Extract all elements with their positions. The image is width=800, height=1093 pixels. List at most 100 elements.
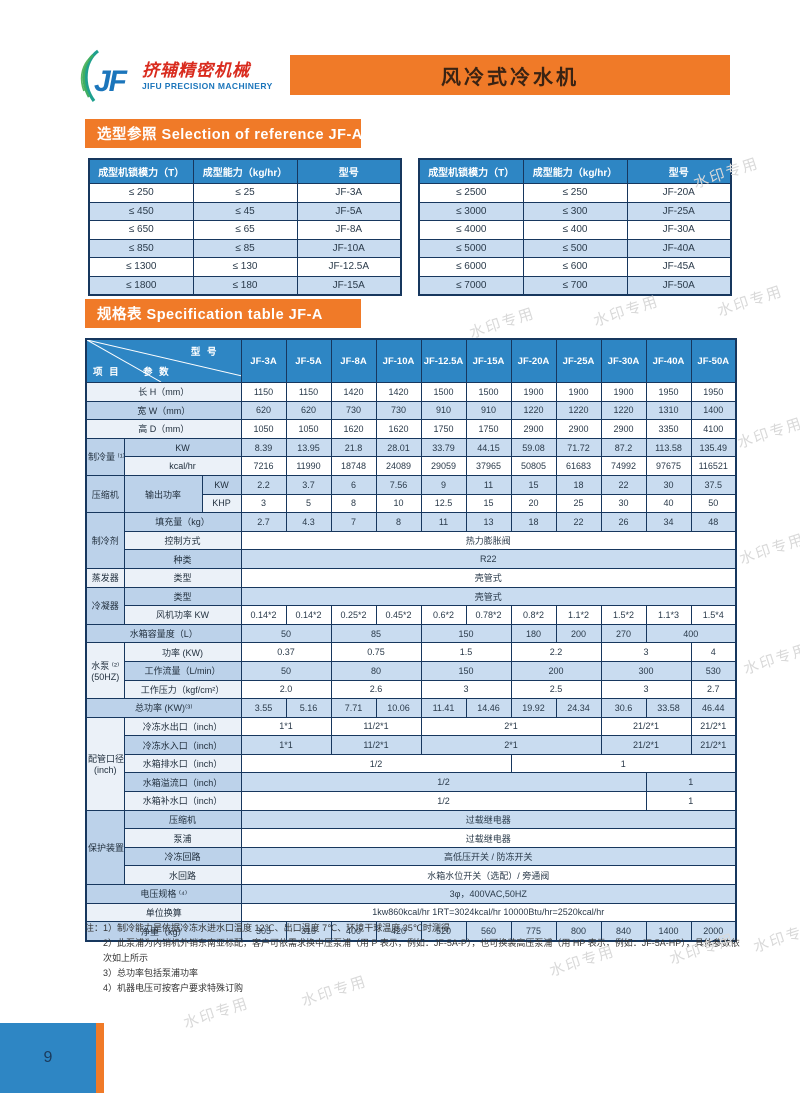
spec-cell: 1420: [330, 382, 377, 402]
spec-cell: 2*1: [420, 735, 602, 755]
spec-cell: 1.1*2: [555, 605, 602, 625]
selection-cell: JF-10A: [296, 238, 402, 258]
selection-cell: JF-12.5A: [296, 257, 402, 277]
spec-cell: 7.71: [330, 698, 377, 718]
selection-cell: JF-15A: [296, 275, 402, 296]
spec-cell: 1.5: [420, 642, 512, 662]
spec-cell: 800: [555, 921, 602, 942]
spec-cell: 1620: [330, 419, 377, 439]
footnote-prefix: 注：: [85, 923, 104, 933]
spec-row: 制冷剂 填充量（kg） 2.7 4.3 7 8 11 13 18 22 26 34 48: [85, 512, 737, 569]
selection-header-cell: 成型机锁模力（T）: [88, 158, 194, 184]
spec-cell: 制冷量 ⁽¹⁾: [85, 437, 125, 476]
spec-cell: 11.41: [420, 698, 467, 718]
spec-cell: 1750: [465, 419, 512, 439]
spec-cell: 9: [420, 474, 467, 495]
spec-cell: 50: [240, 660, 332, 681]
watermark-text: 水印专用: [591, 292, 662, 331]
spec-cell: 0.14*2: [285, 605, 332, 625]
spec-cell: 20: [510, 493, 557, 514]
spec-cell: 22: [600, 474, 647, 495]
footnote-line: 2）此泵浦为内销机外销东南亚标配，客户可依需求换中压泵浦（用 P 表示，例如：J…: [103, 938, 740, 963]
spec-cell: 4: [690, 642, 737, 662]
selection-header-row: 成型机锁模力（T） 成型能力（kg/hr） 型号: [88, 158, 402, 184]
selection-cell: ≤ 85: [192, 238, 298, 258]
selection-cell: ≤ 1800: [88, 275, 194, 296]
spec-cell: 2.5: [510, 679, 602, 700]
corner-label-model: 型 号: [190, 347, 219, 358]
selection-cell: ≤ 850: [88, 238, 194, 258]
spec-cell: 控制方式: [123, 530, 242, 551]
spec-row: 单位换算 1kw860kcal/hr 1RT=3024kcal/hr 10000B…: [85, 902, 737, 923]
spec-row: 宽 W（mm） 620 620 730 730 910 910 1220 1220 1220 131…: [85, 400, 737, 421]
spec-cell: 1900: [600, 382, 647, 402]
spec-cell: 50805: [510, 456, 557, 476]
spec-cell: 37.5: [690, 474, 737, 495]
spec-cell: 24.34: [555, 698, 602, 718]
spec-cell: 21.8: [330, 437, 377, 458]
spec-cell: 3350: [645, 419, 692, 439]
spec-cell: 4.3: [285, 512, 332, 532]
footnote-line: 3）总功率包括泵浦功率: [103, 968, 199, 978]
spec-cell: 7: [330, 512, 377, 532]
brand-name-en: JIFU PRECISION MACHINERY: [142, 80, 273, 91]
spec-cell: 长 H（mm）: [85, 382, 242, 402]
spec-cell: 冷冻水出口（inch）: [123, 716, 242, 737]
spec-row: 种类 R22: [86, 549, 737, 569]
spec-cell: 46.44: [690, 698, 737, 718]
spec-cell: 0.37: [240, 642, 332, 662]
spec-cell: 11/2*1: [330, 735, 422, 755]
selection-cell: ≤ 5000: [418, 238, 524, 258]
spec-cell: 1400: [690, 400, 737, 421]
selection-header-cell: 型号: [626, 158, 732, 184]
watermark-text: 水印专用: [467, 304, 538, 343]
spec-cell: 116521: [690, 456, 737, 476]
spec-cell: 水回路: [123, 865, 242, 886]
spec-cell: kcal/hr: [123, 456, 242, 476]
spec-cell: 2900: [555, 419, 602, 439]
spec-cell: 19.92: [510, 698, 557, 718]
selection-row: ≤ 850 ≤ 85 JF-10A: [88, 238, 402, 258]
spec-cell: 1500: [465, 382, 512, 402]
selection-row: ≤ 5000 ≤ 500 JF-40A: [418, 238, 732, 258]
spec-cell: 0.78*2: [465, 605, 512, 625]
spec-cell: 85: [330, 623, 422, 644]
spec-row: KHP 3 5 8 10 12.5 15 20 25 30 40 50: [86, 493, 737, 514]
spec-cell: 44.15: [465, 437, 512, 458]
spec-cell: 1310: [645, 400, 692, 421]
logo-arcs-icon: JF: [78, 47, 140, 105]
spec-row: 水回路 水箱水位开关（选配）/ 旁通阀: [86, 865, 737, 886]
selection-header-cell: 成型能力（kg/hr）: [192, 158, 298, 184]
spec-cell: 15: [510, 474, 557, 495]
spec-cell: 400: [330, 921, 377, 942]
selection-cell: ≤ 65: [192, 220, 298, 240]
spec-cell: 0.8*2: [510, 605, 557, 625]
spec-model-header: JF-3A: [240, 338, 287, 383]
watermark-text: 水印专用: [751, 918, 800, 957]
spec-row: 风机功率 KW 0.14*2 0.14*2 0.25*2 0.45*2 0.6*2 0.78…: [86, 605, 737, 625]
spec-cell: 1.5*2: [600, 605, 647, 625]
spec-cell: 61683: [555, 456, 602, 476]
footnote-line: 4）机器电压可按客户要求特殊订购: [103, 983, 244, 993]
spec-header-row: 型 号项 目参 数 JF-3A JF-5A JF-8A JF-10A JF-12.5A JF…: [85, 338, 737, 383]
spec-cell: 8: [330, 493, 377, 514]
spec-cell: 530: [690, 660, 737, 681]
spec-model-header: JF-5A: [285, 338, 332, 383]
spec-cell: 电压规格 ⁽⁴⁾: [85, 884, 242, 904]
spec-row: 配管口径 (inch) 冷冻水出口（inch） 1*1 11/2*1 2*1 21/2*1 2…: [85, 716, 737, 811]
spec-cell: 2.2: [510, 642, 602, 662]
spec-cell: 33.58: [645, 698, 692, 718]
spec-cell: 48: [690, 512, 737, 532]
spec-cell: 3.55: [240, 698, 287, 718]
spec-cell: 1/2: [240, 772, 647, 793]
spec-cell: 水泵 ⁽²⁾ (50HZ): [85, 642, 125, 700]
selection-row: ≤ 1300 ≤ 130 JF-12.5A: [88, 257, 402, 277]
spec-row: 工作流量（L/min） 50 80 150 200 300 530: [86, 660, 737, 681]
selection-cell: ≤ 500: [522, 238, 628, 258]
spec-cell: 730: [330, 400, 377, 421]
spec-cell: 24089: [375, 456, 422, 476]
spec-cell: 8.39: [240, 437, 287, 458]
spec-cell: 制冷剂: [85, 512, 125, 569]
selection-cell: ≤ 4000: [418, 220, 524, 240]
spec-model-header: JF-8A: [330, 338, 377, 383]
